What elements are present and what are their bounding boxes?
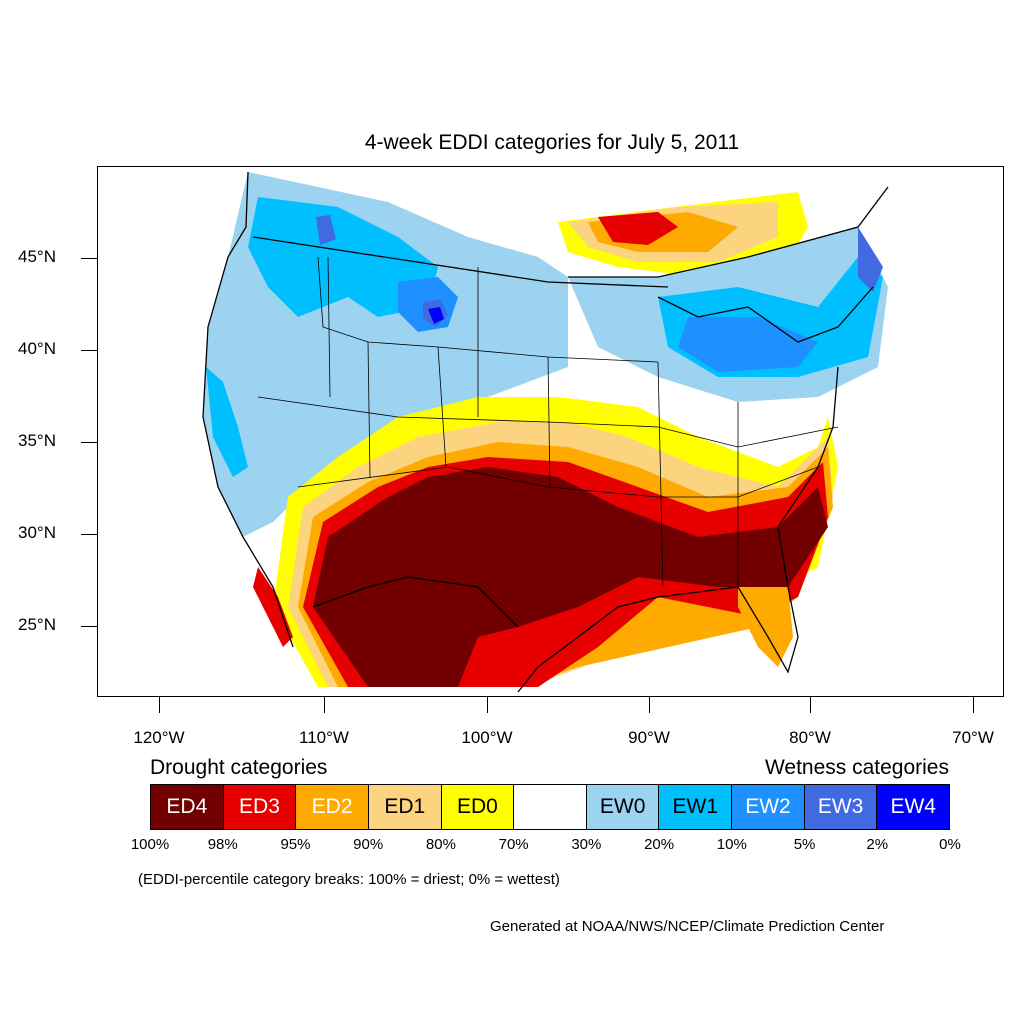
lat-tick [81,258,97,259]
lat-tick [81,442,97,443]
region-ed3-baja [253,567,293,647]
lon-label: 110°W [299,728,349,747]
legend-swatch-ew4: EW4 [877,785,950,829]
lat-label: 25°N [18,615,56,634]
wetness-heading: Wetness categories [764,756,949,779]
map-panel [97,166,1004,697]
percentile-label: 90% [353,836,384,853]
lat-label: 35°N [18,431,56,450]
state-borders [257,256,839,588]
percentile-label: 95% [280,836,311,853]
lon-tick [810,697,811,713]
legend-swatch-ed3: ED3 [223,785,297,829]
region-ew1-westcoast [206,367,248,477]
percentile-label: 30% [571,836,602,853]
percentile-label: 0% [939,836,961,853]
legend-swatch-ew3: EW3 [804,785,878,829]
lon-tick [649,697,650,713]
percentile-label: 10% [716,836,747,853]
region-ew1-northwest [248,197,438,317]
lat-tick [81,350,97,351]
legend-swatch-ew1: EW1 [659,785,733,829]
legend-swatch-ed1: ED1 [368,785,442,829]
legend-swatch-ed4: ED4 [151,785,224,829]
category-legend: ED4 ED3 ED2 ED1 ED0 EW0 EW1 EW2 EW3 EW4 [150,784,950,830]
drought-heading: Drought categories [150,756,328,779]
lon-label: 90°W [628,728,670,747]
percentile-label: 5% [793,836,816,853]
region-ed4-southcentral [313,467,828,687]
lat-tick [81,626,97,627]
lat-tick [81,534,97,535]
lon-tick [324,697,325,713]
legend-swatch-ed0: ED0 [441,785,515,829]
percentile-label: 70% [498,836,529,853]
percentile-label: 100% [130,836,170,853]
lat-label: 30°N [18,523,56,542]
region-ed2-florida [738,587,793,667]
lon-label: 80°W [789,728,831,747]
lon-tick [159,697,160,713]
percentile-label: 2% [866,836,889,853]
percentile-label: 20% [644,836,675,853]
percentile-label: 80% [425,836,456,853]
legend-note: (EDDI-percentile category breaks: 100% =… [138,871,560,888]
credit-text: Generated at NOAA/NWS/NCEP/Climate Predi… [490,918,885,935]
legend-swatch-ew0: EW0 [586,785,660,829]
lon-tick [487,697,488,713]
lat-label: 45°N [18,247,56,266]
legend-swatch-neutral [514,785,587,829]
region-ew4-wyoming [428,307,444,324]
region-ew2-idaho [316,215,336,245]
percentile-label: 98% [207,836,238,853]
region-ed3-upper-midwest [598,212,678,245]
map-title: 4-week EDDI categories for July 5, 2011 [364,131,740,154]
coastlines [202,171,889,693]
lon-label: 70°W [952,728,994,747]
region-ew3-newengland [858,227,883,292]
eddi-map [202,171,889,693]
lon-label: 100°W [461,728,513,747]
lon-tick [973,697,974,713]
legend-swatch-ew2: EW2 [732,785,805,829]
legend-swatch-ed2: ED2 [296,785,369,829]
lon-label: 120°W [133,728,185,747]
lat-label: 40°N [18,339,56,358]
